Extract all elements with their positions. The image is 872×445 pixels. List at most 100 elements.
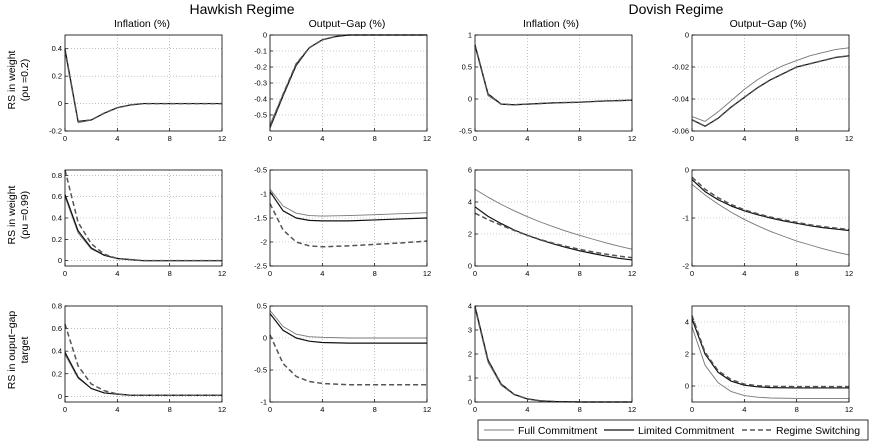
x-tick-label: 0 [268, 134, 272, 143]
x-tick-label: 0 [473, 269, 477, 278]
panel-r2-c1: 0 4 8 12 0.8 0.6 0.4 0.2 0 [52, 169, 226, 278]
x-tick-label: 8 [373, 269, 377, 278]
y-tick-label: 0 [468, 262, 472, 271]
y-tick-label: -0.5 [254, 111, 267, 120]
x-tick-label: 0 [690, 269, 694, 278]
x-tick-label: 8 [795, 405, 799, 414]
x-tick-label: 4 [115, 269, 119, 278]
x-tick-label: 4 [320, 134, 324, 143]
y-tick-label: 2 [685, 350, 689, 359]
row-label-3-line-2: target [19, 336, 31, 363]
plot-area [475, 35, 632, 131]
y-tick-label: -0.2 [49, 127, 62, 136]
plot-area [270, 306, 427, 402]
x-tick-label: 4 [742, 134, 746, 143]
y-tick-label: 0.2 [52, 369, 62, 378]
y-tick-label: -0.3 [254, 79, 267, 88]
plot-area [65, 35, 222, 131]
x-tick-label: 12 [845, 405, 853, 414]
y-tick-label: 0.5 [462, 63, 472, 72]
y-tick-label: 0 [58, 256, 62, 265]
y-tick-label: 6 [468, 166, 472, 175]
y-tick-label: -0.1 [254, 47, 267, 56]
panel-r2-c3: 0 4 8 12 6 4 2 0 [468, 166, 636, 279]
panel-r1-c4: 0 4 8 12 0 -0.02 -0.04 -0.06 [672, 31, 853, 144]
panel-r3-c2: 0 4 8 12 0.5 0 -0.5 -1 [254, 302, 431, 415]
y-tick-label: -0.5 [254, 166, 267, 175]
x-tick-label: 8 [578, 269, 582, 278]
series-line-regime-switching [64, 49, 222, 123]
panels: 0 4 8 120.40.20-0.20 4 8 120-0.1-0.2-0.3-0.4-0… [49, 31, 853, 415]
series-line-full-commitment [691, 47, 850, 122]
series-line-full-commitment [474, 188, 633, 250]
x-tick-label: 4 [742, 405, 746, 414]
x-tick-label: 12 [628, 134, 636, 143]
legend-label-full-commitment: Full Commitment [518, 425, 597, 437]
plot-frame [64, 305, 223, 403]
y-tick-label: -0.06 [672, 127, 689, 136]
y-tick-label: -1 [260, 398, 267, 407]
plot-frame [691, 305, 850, 403]
regime-title-dovish: Dovish Regime [629, 1, 724, 17]
row-label-1-line-1: RS in weight [6, 50, 18, 109]
y-tick-label: 0 [58, 99, 62, 108]
plot-frame [474, 305, 633, 403]
x-tick-label: 8 [373, 134, 377, 143]
y-tick-label: 0 [468, 398, 472, 407]
y-tick-label: -0.4 [254, 95, 267, 104]
plot-frame [64, 169, 223, 267]
panel-r1-c1: 0 4 8 120.40.20-0.2 [49, 34, 226, 143]
x-tick-label: 12 [218, 269, 226, 278]
y-tick-label: 0 [685, 31, 689, 40]
series-line-full-commitment [691, 184, 850, 256]
series-line-regime-switching [269, 203, 428, 248]
y-tick-label: -2 [682, 262, 689, 271]
y-tick-label: -0.04 [672, 95, 689, 104]
x-tick-label: 4 [115, 134, 119, 143]
plot-frame [269, 34, 428, 132]
y-tick-label: 0 [685, 382, 689, 391]
plot-frame [474, 34, 633, 132]
row-label-1-line-2: (ρu =0.2) [19, 59, 31, 101]
series-line-full-commitment [691, 326, 849, 399]
y-tick-label: 0.4 [52, 44, 62, 53]
x-tick-label: 12 [628, 405, 636, 414]
y-tick-label: -1.5 [254, 214, 267, 223]
row-label-2-line-2: (ρu =0.99) [19, 191, 31, 239]
y-tick-label: -2 [260, 238, 267, 247]
panel-r2-c4: 0 4 8 12 0 -1 -2 [682, 166, 853, 279]
series-line-full-commitment [269, 310, 427, 339]
x-tick-label: 0 [473, 405, 477, 414]
plot-frame [691, 169, 850, 267]
y-tick-label: 0.8 [52, 171, 62, 180]
regime-title-hawkish: Hawkish Regime [189, 1, 294, 17]
series-line-regime-switching [64, 323, 222, 396]
x-tick-label: 0 [268, 269, 272, 278]
plot-frame [64, 34, 223, 132]
x-tick-label: 12 [218, 134, 226, 143]
x-tick-label: 8 [578, 134, 582, 143]
column-title-hawkish-inflation: Inflation (%) [114, 18, 170, 30]
plot-area [65, 306, 222, 402]
x-tick-label: 8 [578, 405, 582, 414]
x-tick-label: 12 [218, 405, 226, 414]
plot-area [692, 35, 849, 131]
y-tick-label: -0.02 [672, 63, 689, 72]
y-tick-label: 0 [685, 166, 689, 175]
x-tick-label: 8 [373, 405, 377, 414]
series-line-regime-switching [691, 315, 849, 388]
y-tick-label: 0.6 [52, 192, 62, 201]
x-tick-label: 0 [690, 405, 694, 414]
x-tick-label: 4 [742, 269, 746, 278]
x-tick-label: 0 [268, 405, 272, 414]
x-tick-label: 0 [63, 269, 67, 278]
y-tick-label: -0.5 [459, 127, 472, 136]
x-tick-label: 0 [473, 134, 477, 143]
y-tick-label: 0.4 [52, 214, 62, 223]
series-line-regime-switching [691, 176, 850, 231]
column-title-dovish-inflation: Inflation (%) [523, 18, 579, 30]
series-line-limited-commitment [269, 313, 427, 344]
x-tick-label: 8 [168, 269, 172, 278]
